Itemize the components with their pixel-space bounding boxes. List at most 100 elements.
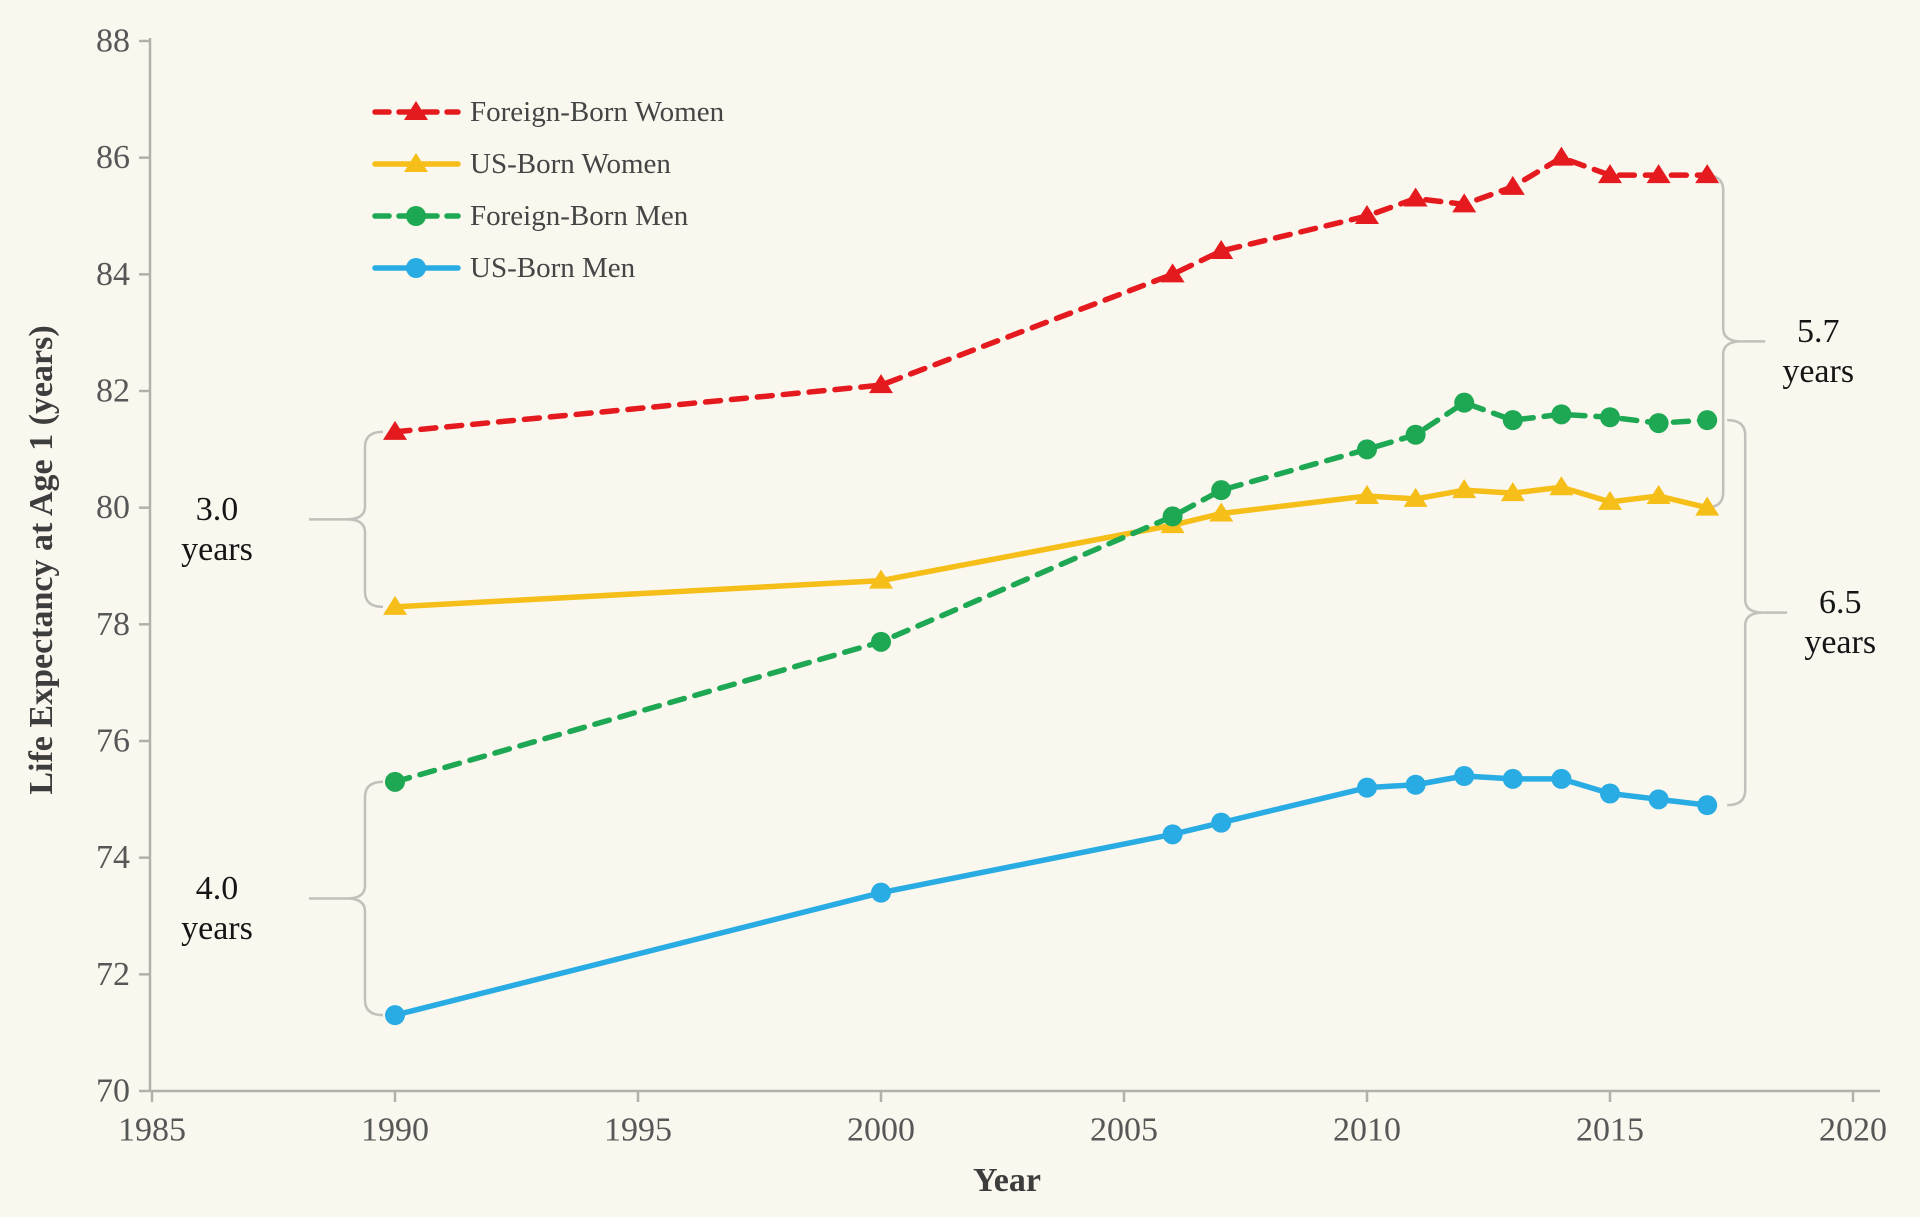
- series-us-born-women: [383, 476, 1720, 615]
- circle-marker-2014: [1551, 404, 1572, 425]
- legend-label: Foreign-Born Men: [470, 200, 689, 232]
- y-tick-label-88: 88: [96, 23, 130, 60]
- y-tick-label-74: 74: [96, 839, 130, 876]
- legend-item-foreign-born-men: Foreign-Born Men: [372, 200, 689, 232]
- triangle-marker-1990: [383, 420, 407, 440]
- triangle-marker-2016: [1646, 164, 1671, 184]
- circle-marker-2016: [1648, 789, 1669, 810]
- triangle-marker-2015: [1598, 164, 1622, 184]
- triangle-marker-2012: [1452, 479, 1477, 499]
- circle-marker-1990: [385, 771, 405, 792]
- x-tick-label-1990: 1990: [361, 1112, 429, 1149]
- annotation-label-gap-2017-women-line1: 5.7: [1797, 313, 1840, 350]
- triangle-marker-2007: [1209, 240, 1234, 259]
- y-tick-label-86: 86: [96, 139, 130, 176]
- triangle-marker-2016: [1646, 485, 1671, 504]
- x-tick-label-2000: 2000: [847, 1112, 915, 1149]
- legend-item-foreign-born-women: Foreign-Born Women: [372, 96, 725, 128]
- x-axis-title: Year: [973, 1162, 1041, 1199]
- annotation-label-gap-1990-men-line2: years: [181, 910, 253, 947]
- legend: Foreign-Born Women US-Born Women Foreign-B…: [372, 96, 725, 284]
- circle-marker-2015: [1600, 783, 1620, 804]
- x-tick-label-1995: 1995: [604, 1112, 672, 1149]
- circle-marker-2006: [1162, 824, 1183, 845]
- annotation-label-gap-1990-women-line2: years: [181, 531, 253, 568]
- circle-marker-2017: [1697, 795, 1718, 816]
- series-line: [392, 399, 1710, 785]
- annotation-label-gap-1990-men-line1: 4.0: [196, 870, 239, 907]
- triangle-marker-2014: [1549, 476, 1574, 496]
- triangle-marker-2006: [1160, 263, 1185, 283]
- circle-marker-2016: [1648, 413, 1669, 434]
- triangle-marker-1990: [383, 595, 407, 615]
- circle-marker-2000: [871, 882, 891, 903]
- circle-marker-2014: [1551, 768, 1572, 789]
- x-tick-label-1985: 1985: [118, 1112, 186, 1149]
- legend-triangle-icon: [404, 153, 428, 172]
- circle-marker-2006: [1162, 506, 1183, 527]
- legend-circle-icon: [406, 258, 426, 278]
- y-tick-label-82: 82: [96, 373, 130, 410]
- circle-marker-2010: [1357, 777, 1377, 798]
- triangle-marker-2010: [1355, 205, 1379, 224]
- triangle-marker-2011: [1403, 187, 1428, 207]
- series-us-born-men: [385, 766, 1718, 1026]
- x-tick-label-2010: 2010: [1333, 1112, 1401, 1149]
- series-line: [392, 773, 1710, 1018]
- y-tick-label-72: 72: [96, 956, 130, 993]
- circle-marker-2007: [1211, 812, 1232, 833]
- legend-item-us-born-women: US-Born Women: [372, 148, 671, 180]
- circle-marker-2000: [871, 631, 891, 652]
- triangle-marker-2013: [1500, 482, 1525, 502]
- circle-marker-2010: [1357, 439, 1377, 460]
- series-foreign-born-men: [385, 392, 1718, 792]
- circle-marker-2013: [1502, 410, 1523, 431]
- circle-marker-2015: [1600, 407, 1620, 428]
- brace-gap-2017-women: [1705, 173, 1742, 509]
- triangle-marker-2013: [1500, 175, 1525, 195]
- legend-item-us-born-men: US-Born Men: [372, 252, 636, 284]
- triangle-marker-2010: [1355, 485, 1379, 504]
- triangle-marker-2015: [1598, 490, 1622, 510]
- y-tick-label-70: 70: [96, 1073, 130, 1110]
- annotation-label-gap-2017-women-line2: years: [1782, 353, 1854, 390]
- circle-marker-2017: [1697, 410, 1718, 431]
- circle-marker-2013: [1502, 768, 1523, 789]
- triangle-marker-2017: [1695, 164, 1720, 184]
- circle-marker-2012: [1454, 392, 1475, 413]
- brace-gap-2017-men: [1727, 418, 1764, 807]
- circle-marker-2011: [1405, 424, 1426, 445]
- brace-gap-1990-men: [346, 780, 384, 1017]
- y-axis-title: Life Expectancy at Age 1 (years): [23, 325, 60, 795]
- legend-label: Foreign-Born Women: [470, 96, 725, 128]
- triangle-marker-2012: [1452, 193, 1477, 213]
- x-tick-label-2005: 2005: [1090, 1112, 1158, 1149]
- triangle-marker-2000: [869, 569, 893, 589]
- series-foreign-born-women: [383, 146, 1720, 440]
- series-line: [392, 154, 1710, 435]
- annotation-label-gap-2017-men-line2: years: [1804, 624, 1876, 661]
- x-tick-label-2020: 2020: [1819, 1112, 1887, 1149]
- x-tick-label-2015: 2015: [1576, 1112, 1644, 1149]
- triangle-marker-2014: [1549, 146, 1574, 166]
- circle-marker-1990: [385, 1005, 405, 1026]
- legend-label: US-Born Women: [470, 148, 671, 180]
- triangle-marker-2017: [1695, 496, 1720, 516]
- circle-marker-2012: [1454, 766, 1475, 786]
- y-tick-label-80: 80: [96, 489, 130, 526]
- y-tick-label-84: 84: [96, 256, 130, 293]
- triangle-marker-2007: [1209, 502, 1234, 522]
- brace-gap-1990-women: [346, 430, 384, 609]
- circle-marker-2011: [1405, 774, 1426, 795]
- legend-triangle-icon: [404, 101, 428, 120]
- triangle-marker-2011: [1403, 487, 1428, 507]
- legend-circle-icon: [406, 206, 426, 226]
- series-line: [392, 484, 1710, 610]
- circle-marker-2007: [1211, 480, 1232, 501]
